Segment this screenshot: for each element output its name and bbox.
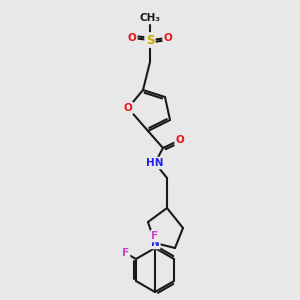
Text: CH₃: CH₃ bbox=[140, 13, 160, 23]
Text: O: O bbox=[164, 33, 172, 43]
Text: S: S bbox=[146, 34, 154, 46]
Text: HN: HN bbox=[146, 158, 164, 168]
Text: O: O bbox=[128, 33, 136, 43]
Text: O: O bbox=[124, 103, 132, 113]
Text: F: F bbox=[122, 248, 129, 258]
Text: O: O bbox=[176, 135, 184, 145]
Text: F: F bbox=[152, 231, 159, 241]
Text: N: N bbox=[151, 238, 159, 248]
